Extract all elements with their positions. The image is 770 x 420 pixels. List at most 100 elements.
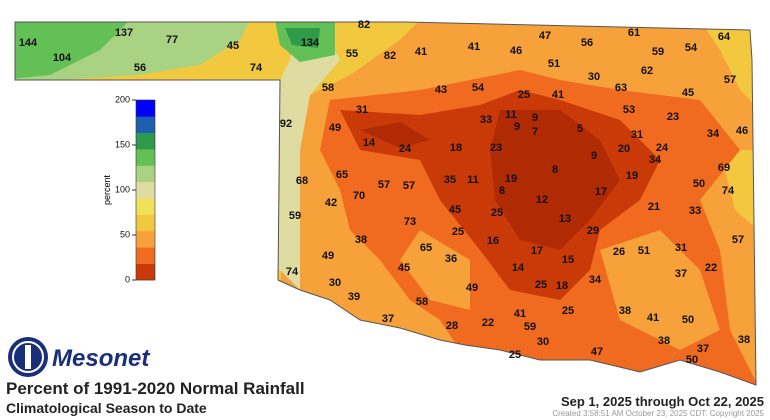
station-value: 38: [355, 234, 367, 246]
station-value: 17: [595, 186, 607, 198]
station-value: 9: [514, 121, 520, 133]
station-value: 12: [536, 194, 548, 206]
station-value: 15: [562, 254, 574, 266]
station-value: 22: [482, 317, 494, 329]
station-value: 74: [250, 62, 263, 74]
date-range: Sep 1, 2025 through Oct 22, 2025: [561, 394, 764, 409]
station-value: 11: [505, 109, 517, 121]
station-value: 38: [619, 305, 631, 317]
station-value: 58: [416, 296, 428, 308]
station-value: 92: [280, 118, 292, 130]
station-value: 134: [301, 37, 320, 49]
legend-swatch: [136, 263, 155, 281]
station-value: 137: [115, 27, 133, 39]
station-value: 22: [705, 262, 717, 274]
legend-swatch: [136, 247, 155, 264]
station-value: 65: [336, 169, 348, 181]
station-value: 51: [548, 58, 560, 70]
station-value: 63: [615, 82, 627, 94]
station-value: 30: [537, 336, 549, 348]
station-value: 24: [399, 143, 412, 155]
station-value: 68: [296, 175, 308, 187]
station-value: 19: [505, 173, 517, 185]
legend-tick-label: 150: [115, 139, 130, 149]
station-value: 9: [532, 112, 538, 124]
station-value: 65: [420, 242, 432, 254]
legend-swatch: [136, 214, 155, 232]
station-value: 34: [649, 154, 662, 166]
station-value: 50: [693, 178, 705, 190]
legend-swatch: [136, 181, 155, 199]
station-value: 54: [472, 82, 485, 94]
station-value: 5: [577, 123, 583, 135]
legend-swatch: [136, 149, 155, 166]
legend-tick-label: 50: [120, 229, 130, 239]
logo-icon: [12, 341, 44, 373]
station-value: 64: [718, 31, 731, 43]
station-value: 53: [623, 104, 635, 116]
station-value: 58: [322, 82, 334, 94]
station-value: 49: [466, 282, 478, 294]
station-value: 45: [449, 204, 461, 216]
state-outline: [14, 21, 757, 386]
logo-icon: [25, 345, 31, 369]
station-value: 47: [591, 346, 603, 358]
station-value: 28: [446, 320, 458, 332]
station-value: 23: [490, 142, 502, 154]
station-value: 8: [552, 164, 558, 176]
station-value: 31: [356, 104, 368, 116]
station-value: 30: [588, 71, 600, 83]
station-value: 144: [19, 37, 38, 49]
station-value: 25: [562, 305, 574, 317]
logo-text: Mesonet: [52, 345, 150, 372]
station-value: 77: [166, 34, 178, 46]
station-value: 20: [618, 143, 630, 155]
legend-swatch: [136, 132, 155, 150]
legend-label: percent: [102, 174, 112, 205]
station-value: 39: [348, 291, 360, 303]
subtitle: Climatological Season to Date: [6, 400, 207, 416]
station-value: 57: [403, 180, 415, 192]
station-value: 45: [227, 40, 239, 52]
station-value: 13: [559, 213, 571, 225]
station-value: 25: [509, 349, 521, 361]
station-value: 21: [648, 201, 660, 213]
station-value: 82: [384, 50, 396, 62]
station-value: 104: [53, 52, 72, 64]
station-value: 24: [656, 142, 669, 154]
legend-swatch: [136, 100, 155, 117]
station-value: 56: [581, 37, 593, 49]
station-value: 56: [134, 62, 146, 74]
station-value: 31: [675, 242, 687, 254]
station-value: 50: [686, 354, 698, 366]
station-value: 37: [675, 268, 687, 280]
station-value: 41: [514, 308, 526, 320]
station-value: 57: [732, 234, 744, 246]
station-value: 11: [467, 174, 479, 186]
station-value: 41: [468, 41, 480, 53]
station-value: 47: [539, 30, 551, 42]
legend-swatch: [136, 116, 155, 134]
station-value: 33: [480, 114, 492, 126]
station-value: 59: [289, 210, 301, 222]
station-value: 74: [722, 185, 735, 197]
station-value: 23: [667, 111, 679, 123]
station-value: 38: [738, 334, 750, 346]
station-value: 59: [652, 46, 664, 58]
station-value: 73: [404, 216, 416, 228]
legend: 0 50 100 150 200 percent: [102, 94, 156, 284]
station-value: 61: [628, 27, 640, 39]
legend-swatch: [136, 198, 155, 215]
legend-swatch: [136, 165, 155, 183]
station-value: 7: [532, 126, 538, 138]
station-value: 41: [552, 89, 564, 101]
station-value: 19: [626, 170, 638, 182]
station-value: 74: [286, 266, 299, 278]
station-value: 41: [647, 312, 659, 324]
station-value: 30: [329, 277, 341, 289]
station-value: 18: [450, 142, 462, 154]
title: Percent of 1991-2020 Normal Rainfall: [6, 379, 305, 398]
station-value: 42: [325, 197, 337, 209]
